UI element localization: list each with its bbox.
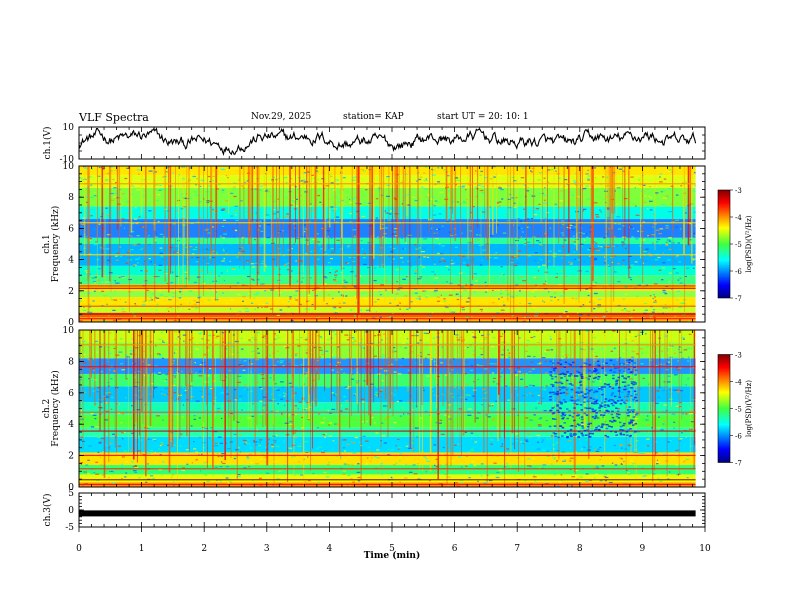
ch1-spectrogram-y-tick-label: 8 — [68, 193, 74, 203]
ch2-colorbar-tick-label: -4 — [735, 379, 742, 387]
ch1-spectrogram-image — [79, 166, 706, 323]
x-tick-label: 3 — [264, 544, 270, 554]
x-tick-label: 8 — [577, 544, 583, 554]
ch1-colorbar-tick-label: -4 — [735, 214, 742, 222]
ch2-spectrogram-y-ticks — [79, 329, 705, 488]
ch2-spectrogram-y-tick-label: 4 — [68, 420, 74, 430]
ch3-waveform-y-tick-label: -5 — [65, 523, 74, 533]
ch3-waveform-y-ticks — [79, 492, 705, 528]
ch2-spectrogram-image — [79, 330, 707, 488]
ch1-waveform-line — [78, 127, 697, 156]
ch1-colorbar — [717, 189, 731, 299]
x-tick-label: 1 — [139, 544, 145, 554]
ch1-spectrogram-y-tick-label: 2 — [68, 287, 74, 297]
ch3-waveform-line — [79, 510, 696, 517]
ch1-colorbar-tick-label: -6 — [735, 268, 742, 276]
ch2-colorbar-tick-label: -3 — [735, 352, 742, 360]
x-axis-label: Time (min) — [364, 550, 421, 561]
ch3-waveform-x-ticks — [78, 493, 706, 527]
ch1-spectrogram-x-ticks — [78, 166, 706, 322]
x-tick-label: 6 — [452, 544, 458, 554]
ch2-spectrogram-x-ticks — [78, 330, 706, 487]
x-tick-label: 4 — [327, 544, 333, 554]
x-tick-label: 10 — [699, 544, 711, 554]
ch2-colorbar-tick-label: -7 — [735, 460, 742, 468]
station-label: station= KAP — [343, 112, 404, 122]
x-tick-label: 0 — [76, 544, 82, 554]
ch1-colorbar-tick-label: -5 — [735, 241, 742, 249]
ch1-spectrogram-y-tick-label: 4 — [68, 256, 74, 266]
x-tick-label: 2 — [201, 544, 207, 554]
ch3-waveform-y-tick-label: 5 — [68, 489, 74, 499]
ch1-spectrogram-ylabel-line2: Frequency (kHz) — [50, 206, 61, 283]
ch2-spectrogram-y-tick-label: 0 — [68, 483, 74, 493]
ch2-spectrogram-ylabel-line2: Frequency (kHz) — [50, 370, 61, 447]
ch1-colorbar-tick-label: -3 — [735, 187, 742, 195]
ch2-spectrogram-y-tick-label: 6 — [68, 389, 74, 399]
ch1-spectrogram-y-tick-label: 10 — [63, 162, 75, 172]
ch2-colorbar-tick-label: -6 — [735, 433, 742, 441]
start-time-label: start UT = 20: 10: 1 — [437, 112, 529, 122]
ch2-spectrogram-ylabel-line1: ch.2 — [42, 399, 52, 418]
ch2-colorbar-tick-label: -5 — [735, 406, 742, 414]
ch1-spectrogram-y-tick-label: 0 — [68, 318, 74, 328]
ch1-waveform-y-ticks — [79, 126, 705, 160]
ch2-spectrogram-y-tick-label: 8 — [68, 357, 74, 367]
ch2-colorbar-label: log(PSD)(V²/Hz) — [745, 380, 753, 437]
ch2-colorbar — [717, 354, 731, 463]
ch3-waveform-y-tick-label: 0 — [68, 506, 74, 516]
ch1-spectrogram-ylabel-line1: ch.1 — [42, 234, 52, 253]
ch3-waveform-ylabel: ch.3(V) — [42, 494, 53, 527]
ch2-spectrogram-y-tick-label: 10 — [63, 326, 75, 336]
x-tick-label: 9 — [640, 544, 646, 554]
ch1-waveform-y-tick-label: 10 — [63, 123, 75, 133]
ch1-waveform-ylabel: ch.1(V) — [42, 127, 53, 160]
x-tick-label: 7 — [514, 544, 520, 554]
ch1-spectrogram-y-tick-label: 6 — [68, 224, 74, 234]
ch1-waveform-y-tick-label: -10 — [60, 155, 75, 165]
ch2-spectrogram-y-tick-label: 2 — [68, 452, 74, 462]
ch1-colorbar-tick-label: -7 — [735, 295, 742, 303]
ch1-spectrogram-y-ticks — [79, 165, 705, 323]
ch1-waveform-x-ticks — [78, 127, 706, 159]
ch1-colorbar-label: log(PSD)(V²/Hz) — [745, 215, 753, 272]
ch3-waveform-frame — [78, 492, 706, 528]
x-tick-label: 5 — [389, 544, 395, 554]
date-label: Nov.29, 2025 — [251, 112, 312, 122]
figure-title: VLF Spectra — [79, 111, 149, 124]
